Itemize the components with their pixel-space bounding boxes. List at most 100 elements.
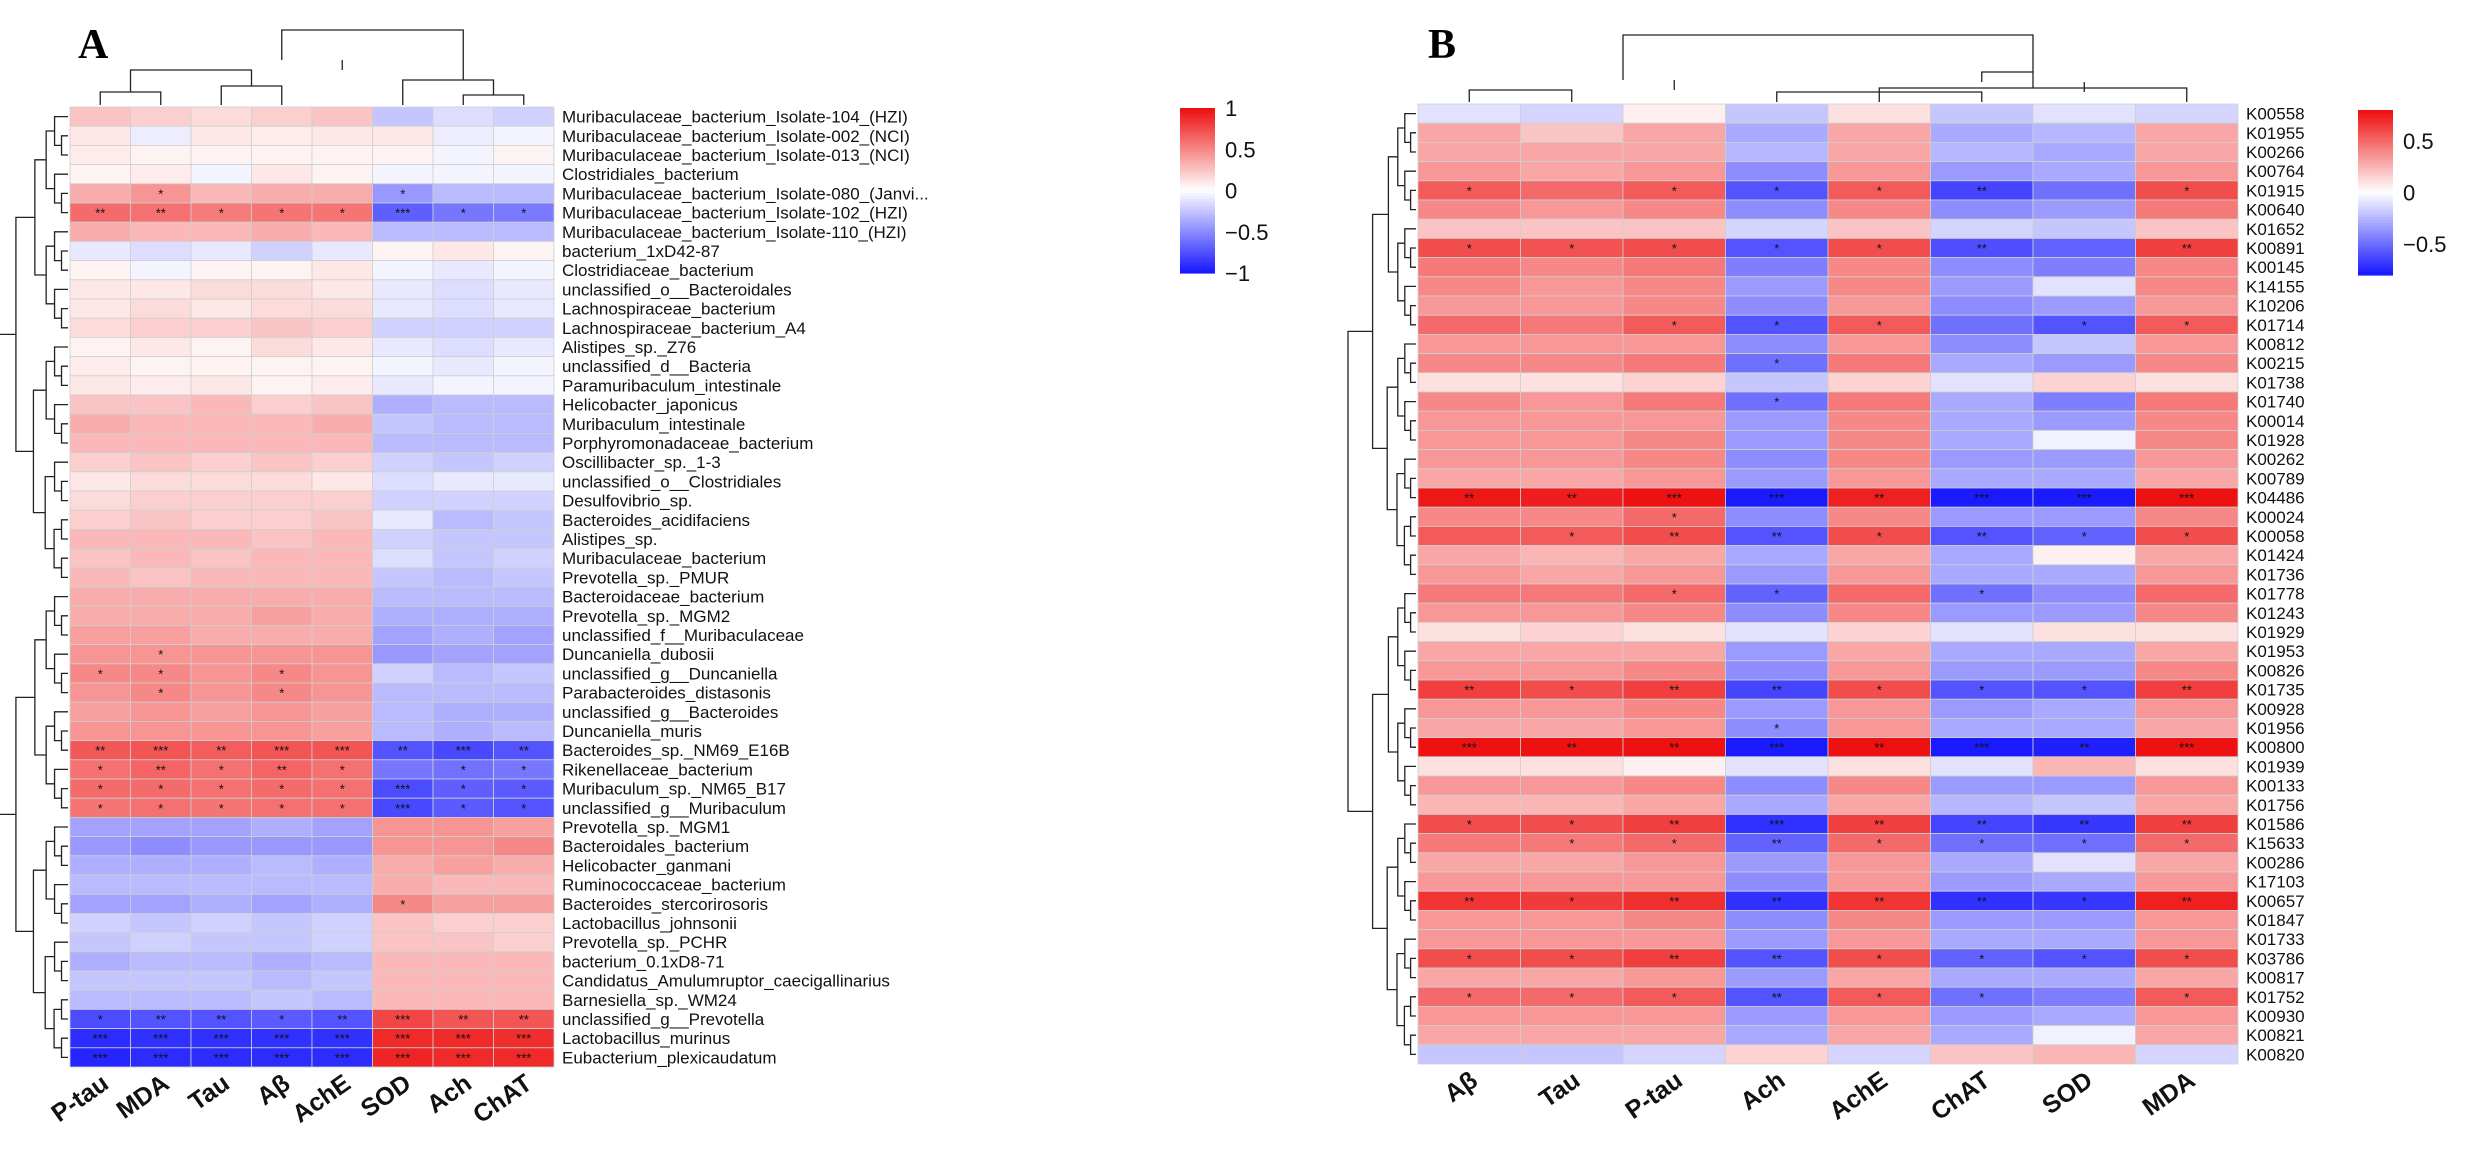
heatmap-cell bbox=[1827, 660, 1931, 681]
heatmap-cell bbox=[432, 164, 494, 185]
significance-mark: ** bbox=[1669, 894, 1679, 909]
dendrogram-branch bbox=[1396, 952, 1405, 1027]
panel-b: B * * * * ** ** * * * * ** *** * * * ***** ** *** *** ** ***… bbox=[1347, 22, 2446, 1126]
heatmap-cell bbox=[251, 951, 313, 972]
heatmap-cell bbox=[130, 548, 192, 569]
dendrogram-branch bbox=[60, 1037, 68, 1059]
colorbar-segment bbox=[1180, 270, 1215, 274]
colorbar-segment bbox=[1180, 154, 1215, 159]
heatmap-cell bbox=[69, 989, 131, 1010]
row-label-k01738: K01738 bbox=[2246, 373, 2305, 392]
heatmap-cell bbox=[1622, 622, 1726, 643]
significance-mark: ** bbox=[1874, 894, 1884, 909]
row-label-porphyromonadaceae-bacterium: Porphyromonadaceae_bacterium bbox=[562, 434, 813, 453]
heatmap-cell bbox=[311, 682, 373, 703]
heatmap-cell bbox=[493, 701, 555, 722]
heatmap-cell bbox=[1622, 122, 1726, 143]
heatmap-cell bbox=[1930, 295, 2034, 316]
heatmap-cell bbox=[1827, 353, 1931, 374]
heatmap-cell bbox=[69, 164, 131, 185]
colorbar-segment bbox=[1180, 179, 1215, 183]
heatmap-cell bbox=[251, 836, 313, 857]
dendrogram-branch bbox=[0, 333, 16, 816]
heatmap-cell bbox=[432, 913, 494, 934]
significance-mark: *** bbox=[335, 1050, 350, 1065]
heatmap-cell bbox=[1622, 756, 1726, 777]
row-label-k00764: K00764 bbox=[2246, 162, 2305, 181]
colorbar-segment bbox=[1180, 138, 1215, 142]
significance-mark: * bbox=[1467, 241, 1472, 256]
significance-mark: *** bbox=[93, 1031, 108, 1046]
heatmap-cell bbox=[493, 471, 555, 492]
heatmap-cell bbox=[372, 663, 434, 684]
colorbar-segment bbox=[1180, 229, 1215, 233]
heatmap-cell bbox=[372, 144, 434, 165]
heatmap-cell bbox=[372, 432, 434, 453]
heatmap-cell bbox=[2032, 276, 2136, 297]
heatmap-cell bbox=[432, 298, 494, 319]
colorbar-segment bbox=[2358, 184, 2393, 188]
heatmap-cell bbox=[1622, 602, 1726, 623]
column-label-mda: MDA bbox=[2137, 1066, 2200, 1122]
significance-mark: * bbox=[158, 186, 163, 201]
significance-mark: *** bbox=[395, 1031, 410, 1046]
heatmap-cell bbox=[1827, 429, 1931, 450]
heatmap-cell bbox=[1725, 1006, 1829, 1027]
heatmap-cell bbox=[372, 855, 434, 876]
significance-mark: * bbox=[279, 801, 284, 816]
colorbar-segment bbox=[1180, 256, 1215, 260]
heatmap-cell bbox=[1520, 141, 1624, 162]
significance-mark: *** bbox=[1667, 491, 1682, 506]
heatmap-cell bbox=[311, 932, 373, 953]
colorbar-segment bbox=[2358, 178, 2393, 183]
row-label-bacterium-1xd42-87: bacterium_1xD42-87 bbox=[562, 242, 720, 261]
significance-mark: * bbox=[2184, 318, 2189, 333]
colorbar-segment bbox=[1180, 149, 1215, 153]
heatmap-cell bbox=[311, 356, 373, 377]
heatmap-cell bbox=[1417, 756, 1521, 777]
row-label-k01586: K01586 bbox=[2246, 815, 2305, 834]
heatmap-cell bbox=[190, 413, 252, 434]
dendrogram-branch bbox=[60, 615, 68, 636]
heatmap-cell bbox=[2135, 660, 2239, 681]
heatmap-cell bbox=[2032, 353, 2136, 374]
dendrogram-branch bbox=[1409, 477, 1416, 499]
heatmap-cell bbox=[1622, 660, 1726, 681]
significance-mark: ** bbox=[156, 762, 166, 777]
significance-mark: *** bbox=[93, 1050, 108, 1065]
colorbar-segment bbox=[2358, 148, 2393, 152]
heatmap-cell bbox=[2135, 910, 2239, 931]
heatmap-cell bbox=[190, 183, 252, 204]
dendrogram-branch bbox=[1403, 525, 1411, 566]
significance-mark: *** bbox=[2179, 491, 2194, 506]
heatmap-cell bbox=[311, 240, 373, 261]
heatmap-cell bbox=[1417, 545, 1521, 566]
row-label-k03786: K03786 bbox=[2246, 949, 2305, 968]
heatmap-cell bbox=[251, 855, 313, 876]
colorbar-segment bbox=[2358, 134, 2393, 139]
heatmap-cell bbox=[1622, 257, 1726, 278]
heatmap-cell bbox=[1417, 641, 1521, 662]
significance-mark: * bbox=[2184, 951, 2189, 966]
heatmap-cell bbox=[493, 336, 555, 357]
heatmap-cell bbox=[130, 452, 192, 473]
heatmap-cell bbox=[1827, 775, 1931, 796]
heatmap-cell bbox=[311, 721, 373, 742]
colorbar-segment bbox=[1180, 132, 1215, 137]
heatmap-cell bbox=[130, 413, 192, 434]
heatmap-cell bbox=[1827, 449, 1931, 470]
colorbar-segment bbox=[1180, 121, 1215, 126]
significance-mark: *** bbox=[153, 1050, 168, 1065]
heatmap-cell bbox=[69, 913, 131, 934]
heatmap-cell bbox=[1520, 410, 1624, 431]
heatmap-cell bbox=[251, 625, 313, 646]
heatmap-cell bbox=[2032, 871, 2136, 892]
heatmap-cell bbox=[2032, 103, 2136, 124]
colorbar-segment bbox=[2358, 203, 2393, 207]
heatmap-cell bbox=[1930, 794, 2034, 815]
heatmap-cell bbox=[251, 548, 313, 569]
heatmap-cell bbox=[251, 298, 313, 319]
colorbar-segment bbox=[2358, 217, 2393, 221]
significance-mark: ** bbox=[1772, 836, 1782, 851]
significance-mark: ** bbox=[1977, 894, 1987, 909]
